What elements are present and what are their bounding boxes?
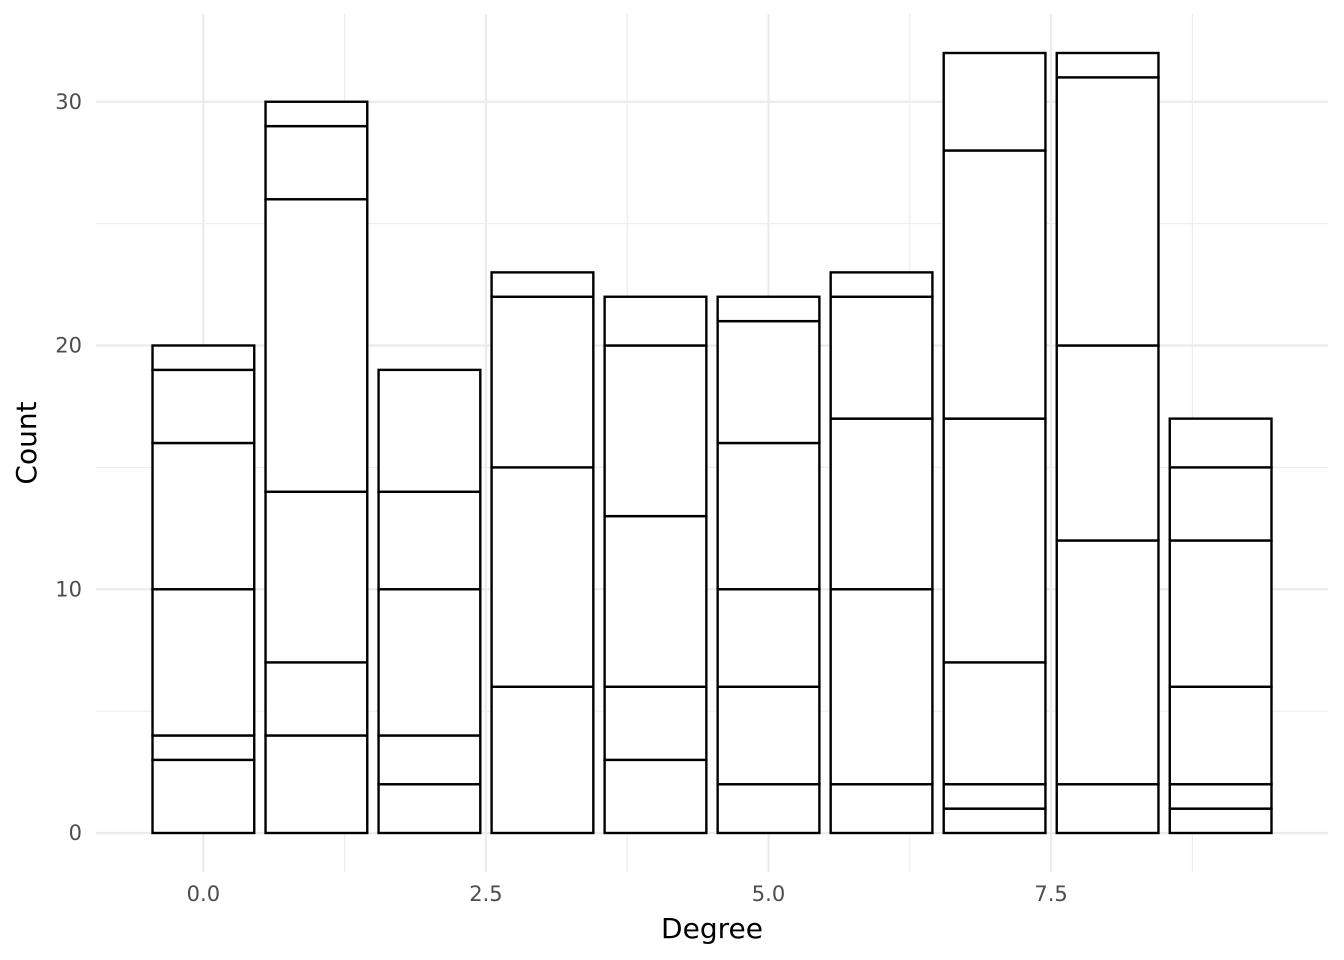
bar-segment-2-4: [377, 368, 482, 493]
bar-segment-4-0: [603, 758, 708, 835]
bar-segment-4-2: [603, 514, 708, 688]
bar-segment-1-0: [264, 734, 369, 835]
bar-segment-0-4: [151, 368, 256, 445]
y-tick-label: 30: [55, 90, 82, 114]
bar-segment-0-5: [151, 344, 256, 372]
bar-segment-5-4: [716, 319, 821, 445]
bar-segment-5-5: [716, 295, 821, 323]
bar-segment-9-0: [1168, 807, 1273, 835]
x-tick-label: 5.0: [752, 882, 785, 906]
bar-segment-2-0: [377, 783, 482, 835]
bar-segment-1-1: [264, 661, 369, 737]
bar-segment-0-3: [151, 441, 256, 591]
x-tick-label: 0.0: [187, 882, 220, 906]
bar-segment-0-1: [151, 734, 256, 762]
bar-segment-7-2: [942, 661, 1047, 786]
bar-segment-3-2: [490, 295, 595, 469]
bar-segment-6-2: [829, 417, 934, 591]
y-axis-title: Count: [10, 401, 43, 484]
bar-segment-2-2: [377, 588, 482, 737]
bar-segment-7-4: [942, 149, 1047, 420]
x-axis-tick-labels: 0.0 2.5 5.0 7.5: [187, 882, 1068, 906]
bar-segment-3-3: [490, 271, 595, 298]
bar-segment-6-3: [829, 295, 934, 420]
bar-segment-9-1: [1168, 783, 1273, 810]
bar-segment-8-3: [1055, 76, 1160, 347]
bar-segment-9-3: [1168, 539, 1273, 688]
bar-segment-7-3: [942, 417, 1047, 664]
x-tick-label: 7.5: [1034, 882, 1067, 906]
bars-layer: [151, 51, 1273, 835]
bar-segment-2-3: [377, 490, 482, 591]
bar-segment-1-3: [264, 198, 369, 493]
bar-segment-3-0: [490, 685, 595, 835]
bar-segment-4-4: [603, 295, 708, 347]
y-tick-label: 0: [69, 821, 82, 845]
y-tick-label: 20: [55, 334, 82, 358]
bar-segment-8-0: [1055, 783, 1160, 835]
bar-segment-5-1: [716, 685, 821, 786]
x-axis-title: Degree: [661, 912, 763, 945]
bar-segment-1-5: [264, 100, 369, 128]
bar-segment-6-4: [829, 271, 934, 298]
bar-segment-5-3: [716, 441, 821, 591]
bar-segment-8-4: [1055, 51, 1160, 79]
y-tick-label: 10: [55, 577, 82, 601]
bar-segment-9-5: [1168, 417, 1273, 469]
bar-segment-0-0: [151, 758, 256, 835]
bar-segment-4-3: [603, 344, 708, 518]
bar-segment-6-1: [829, 588, 934, 786]
bar-segment-3-1: [490, 466, 595, 688]
bar-segment-2-1: [377, 734, 482, 786]
x-tick-label: 2.5: [469, 882, 502, 906]
bar-segment-8-1: [1055, 539, 1160, 786]
bar-segment-1-4: [264, 124, 369, 201]
bar-segment-4-1: [603, 685, 708, 762]
bar-segment-0-2: [151, 588, 256, 737]
bar-segment-9-2: [1168, 685, 1273, 786]
y-axis-tick-labels: 0 10 20 30: [55, 90, 82, 845]
bar-segment-7-0: [942, 807, 1047, 835]
bar-segment-7-5: [942, 51, 1047, 152]
bar-segment-6-0: [829, 783, 934, 835]
bar-segment-9-4: [1168, 466, 1273, 542]
bar-segment-7-1: [942, 783, 1047, 810]
bar-segment-8-2: [1055, 344, 1160, 542]
bar-segment-1-2: [264, 490, 369, 664]
bar-segment-5-0: [716, 783, 821, 835]
bar-segment-5-2: [716, 588, 821, 688]
